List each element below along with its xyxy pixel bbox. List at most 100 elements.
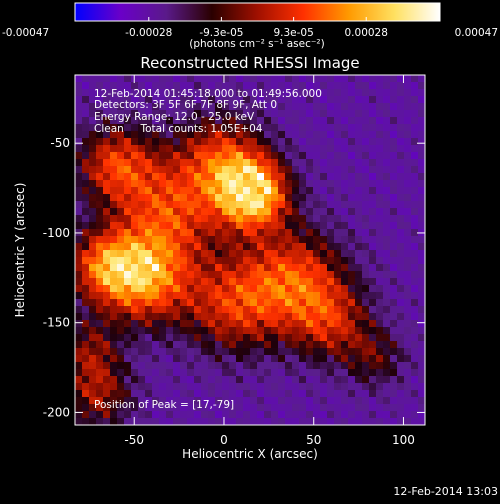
heatmap-cell xyxy=(292,299,300,307)
heatmap-cell xyxy=(222,292,230,300)
heatmap-cell xyxy=(159,173,167,181)
heatmap-cell xyxy=(341,376,349,384)
heatmap-cell xyxy=(404,229,412,237)
heatmap-cell xyxy=(75,145,83,153)
heatmap-cell xyxy=(229,243,237,251)
heatmap-cell xyxy=(229,145,237,153)
heatmap-cell xyxy=(173,334,181,342)
x-axis-label: Heliocentric X (arcsec) xyxy=(182,447,318,461)
heatmap-cell xyxy=(264,278,272,286)
heatmap-cell xyxy=(173,110,181,118)
heatmap-cell xyxy=(327,271,335,279)
heatmap-cell xyxy=(348,390,356,398)
heatmap-cell xyxy=(257,390,265,398)
heatmap-cell xyxy=(362,306,370,314)
heatmap-cell xyxy=(159,376,167,384)
heatmap-cell xyxy=(145,159,153,167)
heatmap-cell xyxy=(285,418,293,426)
heatmap-cell xyxy=(96,292,104,300)
heatmap-cell xyxy=(131,313,139,321)
heatmap-cell xyxy=(278,159,286,167)
heatmap-cell xyxy=(418,278,426,286)
heatmap-cell xyxy=(75,96,83,104)
heatmap-cell xyxy=(334,369,342,377)
heatmap-cell xyxy=(362,264,370,272)
heatmap-cell xyxy=(250,355,258,363)
heatmap-cell xyxy=(124,187,132,195)
heatmap-cell xyxy=(376,369,384,377)
heatmap-cell xyxy=(152,271,160,279)
heatmap-cell xyxy=(103,404,111,412)
heatmap-cell xyxy=(173,257,181,265)
heatmap-cell xyxy=(411,117,419,125)
heatmap-cell xyxy=(369,355,377,363)
heatmap-cell xyxy=(306,306,314,314)
heatmap-cell xyxy=(334,250,342,258)
heatmap-cell xyxy=(327,145,335,153)
heatmap-cell xyxy=(222,383,230,391)
heatmap-cell xyxy=(369,390,377,398)
heatmap-cell xyxy=(166,404,174,412)
heatmap-cell xyxy=(103,362,111,370)
heatmap-cell xyxy=(215,96,223,104)
heatmap-cell xyxy=(313,341,321,349)
heatmap-cell xyxy=(285,173,293,181)
heatmap-cell xyxy=(418,313,426,321)
heatmap-cell xyxy=(75,138,83,146)
heatmap-cell xyxy=(138,138,146,146)
heatmap-cell xyxy=(299,229,307,237)
heatmap-cell xyxy=(397,404,405,412)
heatmap-cell xyxy=(327,159,335,167)
heatmap-cell xyxy=(257,131,265,139)
heatmap-cell xyxy=(278,173,286,181)
heatmap-cell xyxy=(173,89,181,97)
heatmap-cell xyxy=(355,194,363,202)
heatmap-cell xyxy=(187,390,195,398)
heatmap-cell xyxy=(159,75,167,83)
heatmap-cell xyxy=(285,299,293,307)
heatmap-cell xyxy=(243,278,251,286)
heatmap-cell xyxy=(306,369,314,377)
heatmap-cell xyxy=(397,180,405,188)
heatmap-cell xyxy=(341,243,349,251)
heatmap-cell xyxy=(96,306,104,314)
heatmap-cell xyxy=(222,222,230,230)
heatmap-cell xyxy=(250,292,258,300)
heatmap-cell xyxy=(271,390,279,398)
heatmap-cell xyxy=(229,194,237,202)
heatmap-cell xyxy=(96,348,104,356)
heatmap-cell xyxy=(103,264,111,272)
heatmap-cell xyxy=(250,194,258,202)
heatmap-cell xyxy=(362,362,370,370)
heatmap-cell xyxy=(369,208,377,216)
heatmap-cell xyxy=(320,103,328,111)
heatmap-cell xyxy=(236,145,244,153)
heatmap-cell xyxy=(82,320,90,328)
heatmap-cell xyxy=(278,341,286,349)
heatmap-cell xyxy=(355,82,363,90)
heatmap-cell xyxy=(110,229,118,237)
heatmap-cell xyxy=(138,152,146,160)
heatmap-cell xyxy=(292,257,300,265)
heatmap-cell xyxy=(208,299,216,307)
heatmap-cell xyxy=(383,96,391,104)
heatmap-cell xyxy=(271,110,279,118)
heatmap-cell xyxy=(320,383,328,391)
heatmap-cell xyxy=(376,117,384,125)
heatmap-cell xyxy=(117,243,125,251)
heatmap-cell xyxy=(194,138,202,146)
heatmap-cell xyxy=(159,362,167,370)
heatmap-cell xyxy=(194,306,202,314)
heatmap-cell xyxy=(278,75,286,83)
heatmap-cell xyxy=(75,159,83,167)
heatmap-cell xyxy=(173,397,181,405)
heatmap-cell xyxy=(138,285,146,293)
heatmap-cell xyxy=(117,222,125,230)
heatmap-cell xyxy=(327,376,335,384)
heatmap-cell xyxy=(250,257,258,265)
heatmap-cell xyxy=(285,292,293,300)
heatmap-cell xyxy=(320,334,328,342)
heatmap-cell xyxy=(138,306,146,314)
heatmap-cell xyxy=(411,411,419,419)
heatmap-cell xyxy=(145,355,153,363)
